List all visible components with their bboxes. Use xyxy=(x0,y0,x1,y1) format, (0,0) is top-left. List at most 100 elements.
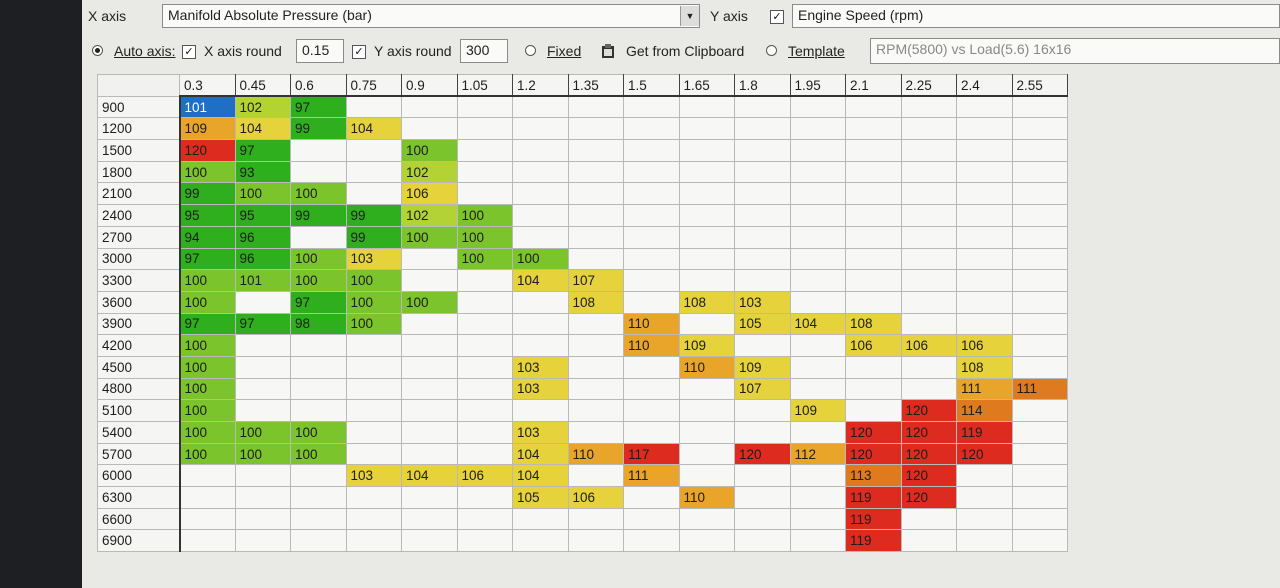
table-cell[interactable]: 100 xyxy=(234,442,291,466)
table-cell[interactable]: 106 xyxy=(845,334,902,357)
table-cell[interactable] xyxy=(567,421,624,444)
table-cell[interactable]: 120 xyxy=(900,399,957,422)
table-cell[interactable]: 120 xyxy=(900,486,957,509)
table-cell[interactable] xyxy=(734,95,791,119)
table-cell[interactable]: 97 xyxy=(290,290,347,314)
table-cell[interactable] xyxy=(956,117,1013,141)
table-cell[interactable] xyxy=(956,182,1013,206)
table-cell[interactable] xyxy=(789,377,846,401)
table-cell[interactable] xyxy=(179,507,236,531)
table-cell[interactable] xyxy=(567,247,624,271)
table-cell[interactable]: 120 xyxy=(900,421,957,444)
table-cell[interactable] xyxy=(512,312,569,336)
clipboard-icon[interactable] xyxy=(600,43,616,59)
table-cell[interactable] xyxy=(956,160,1013,184)
table-cell[interactable]: 100 xyxy=(456,247,513,271)
table-cell[interactable] xyxy=(845,247,902,271)
table-cell[interactable] xyxy=(567,139,624,162)
table-cell[interactable] xyxy=(956,247,1013,271)
row-header[interactable]: 4500 xyxy=(97,355,181,379)
table-cell[interactable] xyxy=(734,225,791,249)
x-axis-dropdown[interactable]: Manifold Absolute Pressure (bar) xyxy=(162,4,700,28)
table-cell[interactable] xyxy=(623,507,680,531)
table-cell[interactable]: 104 xyxy=(345,117,402,141)
table-cell[interactable] xyxy=(678,204,735,227)
table-cell[interactable]: 97 xyxy=(234,312,291,336)
table-cell[interactable]: 106 xyxy=(956,334,1013,357)
row-header[interactable]: 5100 xyxy=(97,399,181,422)
table-cell[interactable] xyxy=(1011,182,1068,206)
column-header[interactable]: 0.9 xyxy=(401,74,458,98)
table-cell[interactable]: 100 xyxy=(179,290,236,314)
column-header[interactable]: 2.55 xyxy=(1011,74,1068,98)
table-cell[interactable] xyxy=(456,399,513,422)
table-cell[interactable]: 120 xyxy=(900,464,957,488)
table-cell[interactable] xyxy=(789,355,846,379)
table-cell[interactable] xyxy=(734,204,791,227)
table-cell[interactable] xyxy=(845,117,902,141)
table-cell[interactable] xyxy=(900,290,957,314)
row-header[interactable]: 2100 xyxy=(97,182,181,206)
table-cell[interactable] xyxy=(956,486,1013,509)
table-cell[interactable]: 107 xyxy=(734,377,791,401)
table-cell[interactable] xyxy=(567,399,624,422)
table-cell[interactable] xyxy=(900,160,957,184)
table-cell[interactable] xyxy=(623,529,680,553)
table-cell[interactable] xyxy=(789,139,846,162)
table-cell[interactable]: 100 xyxy=(290,182,347,206)
table-cell[interactable]: 100 xyxy=(179,399,236,422)
table-cell[interactable]: 100 xyxy=(456,204,513,227)
table-cell[interactable] xyxy=(678,421,735,444)
row-header[interactable]: 3000 xyxy=(97,247,181,271)
table-cell[interactable] xyxy=(401,269,458,292)
table-cell[interactable]: 108 xyxy=(567,290,624,314)
table-cell[interactable] xyxy=(900,529,957,553)
table-cell[interactable]: 106 xyxy=(401,182,458,206)
table-cell[interactable] xyxy=(345,507,402,531)
table-cell[interactable] xyxy=(845,182,902,206)
table-cell[interactable] xyxy=(512,117,569,141)
table-cell[interactable] xyxy=(512,290,569,314)
table-cell[interactable] xyxy=(900,117,957,141)
table-cell[interactable] xyxy=(956,204,1013,227)
table-cell[interactable] xyxy=(900,139,957,162)
row-header[interactable]: 6300 xyxy=(97,486,181,509)
table-cell[interactable] xyxy=(623,290,680,314)
table-cell[interactable] xyxy=(456,139,513,162)
table-cell[interactable] xyxy=(234,355,291,379)
column-header[interactable]: 1.95 xyxy=(789,74,846,98)
table-cell[interactable] xyxy=(401,529,458,553)
table-cell[interactable]: 104 xyxy=(512,269,569,292)
table-cell[interactable] xyxy=(789,464,846,488)
table-cell[interactable]: 103 xyxy=(512,377,569,401)
table-cell[interactable] xyxy=(456,486,513,509)
table-cell[interactable]: 110 xyxy=(567,442,624,466)
y-axis-field[interactable]: Engine Speed (rpm) xyxy=(792,4,1280,28)
row-header[interactable]: 3300 xyxy=(97,269,181,292)
table-cell[interactable]: 97 xyxy=(179,312,236,336)
table-cell[interactable] xyxy=(401,421,458,444)
table-cell[interactable] xyxy=(512,225,569,249)
table-cell[interactable]: 120 xyxy=(845,421,902,444)
table-cell[interactable]: 104 xyxy=(789,312,846,336)
table-cell[interactable] xyxy=(956,225,1013,249)
table-cell[interactable] xyxy=(1011,117,1068,141)
column-header[interactable]: 0.45 xyxy=(234,74,291,98)
table-cell[interactable] xyxy=(456,95,513,119)
table-cell[interactable] xyxy=(456,377,513,401)
table-cell[interactable] xyxy=(179,464,236,488)
table-cell[interactable] xyxy=(678,139,735,162)
table-cell[interactable]: 103 xyxy=(512,421,569,444)
table-cell[interactable] xyxy=(1011,139,1068,162)
column-header[interactable]: 0.3 xyxy=(179,74,236,98)
table-cell[interactable]: 120 xyxy=(179,139,236,162)
table-cell[interactable] xyxy=(401,117,458,141)
table-cell[interactable]: 100 xyxy=(179,377,236,401)
table-cell[interactable]: 111 xyxy=(956,377,1013,401)
table-cell[interactable] xyxy=(234,290,291,314)
table-cell[interactable] xyxy=(956,464,1013,488)
table-cell[interactable] xyxy=(290,486,347,509)
table-cell[interactable] xyxy=(1011,464,1068,488)
table-cell[interactable] xyxy=(345,421,402,444)
table-cell[interactable]: 100 xyxy=(234,182,291,206)
